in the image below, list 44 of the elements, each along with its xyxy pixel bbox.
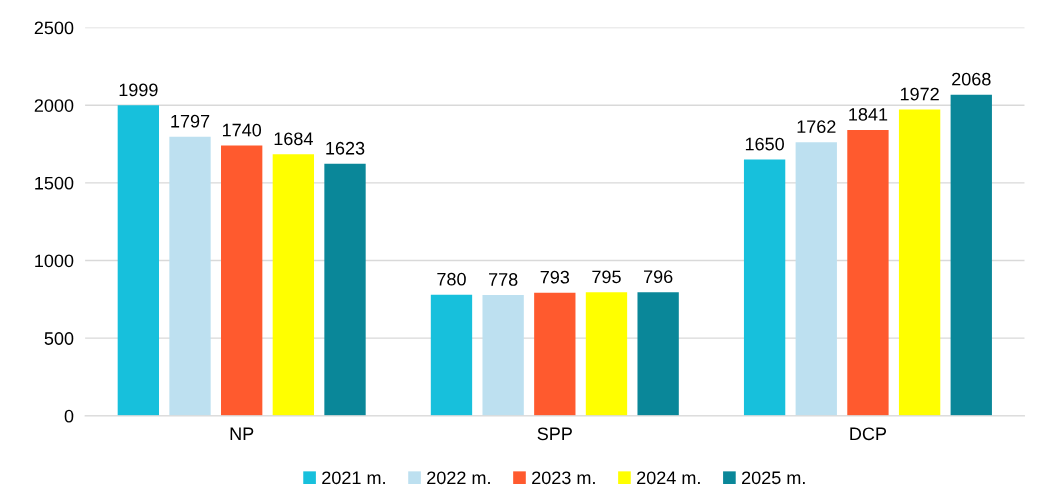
y-tick-label: 2000 <box>34 99 74 112</box>
y-tick-label: 1000 <box>35 254 74 268</box>
data-label: 2068 <box>952 72 991 86</box>
legend-label: 2023 m. <box>532 471 595 485</box>
bar <box>324 163 366 416</box>
data-label: 1797 <box>171 114 210 128</box>
data-label: 1972 <box>900 87 939 101</box>
legend-label: 2022 m. <box>427 471 490 485</box>
bar <box>430 294 473 416</box>
x-tick-label: SPP <box>537 427 572 441</box>
data-label: 1762 <box>797 120 836 134</box>
bar <box>482 295 524 416</box>
bar <box>117 105 160 416</box>
data-label: 778 <box>489 273 518 286</box>
bar <box>534 292 576 416</box>
data-label: 796 <box>644 270 673 284</box>
data-label: 1684 <box>274 132 313 146</box>
data-label: 1841 <box>849 107 888 121</box>
data-label: 795 <box>592 270 621 284</box>
data-label: 1740 <box>222 123 262 137</box>
data-label: 780 <box>437 272 466 286</box>
bar <box>221 145 263 416</box>
data-label: 1650 <box>745 137 784 151</box>
data-label: 1623 <box>326 141 365 155</box>
x-tick-label: DCP <box>850 427 887 441</box>
bar <box>795 142 837 416</box>
data-label: 1999 <box>119 83 158 97</box>
data-label: 793 <box>540 270 570 284</box>
bar <box>272 154 315 416</box>
bar <box>743 159 786 416</box>
y-tick-label: 2500 <box>34 21 74 35</box>
bar <box>847 129 889 416</box>
x-tick-label: NP <box>230 427 254 441</box>
legend-label: 2021 m. <box>322 471 385 485</box>
legend-label: 2025 m. <box>742 471 805 485</box>
y-tick-label: 1500 <box>35 176 74 190</box>
bar <box>169 136 211 416</box>
bar <box>950 94 992 416</box>
legend-label: 2024 m. <box>637 471 700 485</box>
y-tick-label: 500 <box>44 332 74 345</box>
bar <box>898 109 941 416</box>
bar <box>637 292 679 416</box>
y-tick-label: 0 <box>64 409 74 423</box>
bar <box>585 292 628 416</box>
